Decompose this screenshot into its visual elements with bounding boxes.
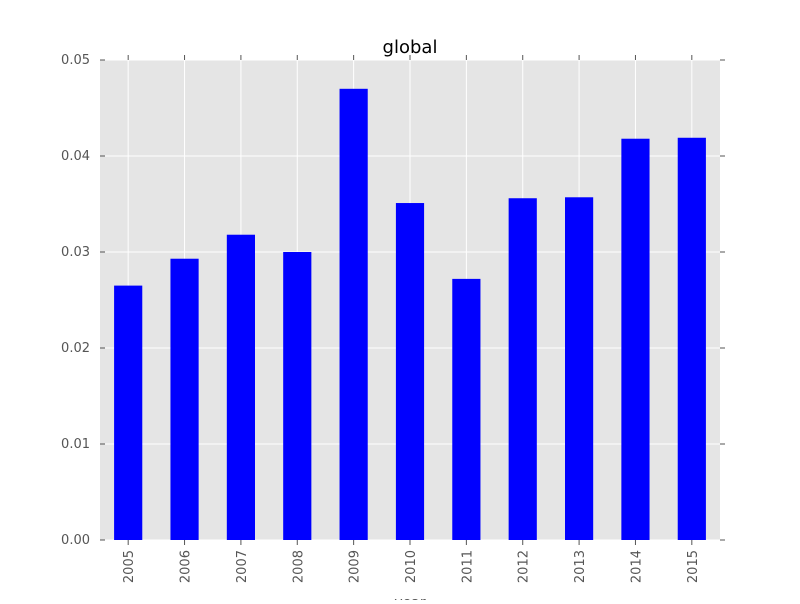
bar-2007 xyxy=(226,234,255,540)
x-tick-label: 2009 xyxy=(348,550,363,583)
y-tick-label: 0.01 xyxy=(61,437,90,452)
bars xyxy=(114,88,706,541)
bar-2014 xyxy=(621,138,650,540)
x-axis-title: year xyxy=(394,595,425,600)
y-tick-label: 0.02 xyxy=(61,341,90,356)
tick-labels: 0.00 0.01 0.02 0.03 0.04 0.05 2005 2006 2007 2008… xyxy=(61,53,701,583)
bar-2011 xyxy=(452,278,481,540)
y-tick-label: 0.03 xyxy=(61,245,90,260)
x-tick-label: 2012 xyxy=(517,550,532,583)
y-tick-label: 0.00 xyxy=(61,533,90,548)
y-tick-label: 0.05 xyxy=(61,53,90,68)
bar-2005 xyxy=(114,285,143,540)
x-tick-label: 2010 xyxy=(404,550,419,583)
x-tick-label: 2014 xyxy=(629,550,644,583)
bar-2012 xyxy=(508,198,537,541)
bar-2006 xyxy=(170,258,199,540)
bar-2008 xyxy=(283,252,312,540)
x-tick-label: 2007 xyxy=(235,550,250,583)
x-tick-label: 2011 xyxy=(460,550,475,583)
x-tick-label: 2013 xyxy=(573,550,588,583)
axis-ticks xyxy=(100,55,725,545)
x-tick-label: 2008 xyxy=(291,550,306,583)
chart-title: global xyxy=(383,37,438,58)
bar-2010 xyxy=(395,203,425,541)
x-tick-label: 2006 xyxy=(179,550,194,583)
x-tick-label: 2015 xyxy=(686,550,701,583)
bar-2009 xyxy=(339,88,368,541)
x-tick-label: 2005 xyxy=(122,550,137,583)
y-tick-label: 0.04 xyxy=(61,149,90,164)
bar-2013 xyxy=(565,197,594,540)
bar-2015 xyxy=(677,137,706,540)
